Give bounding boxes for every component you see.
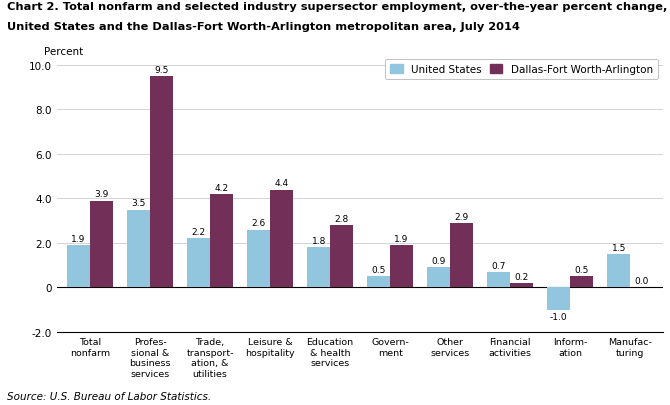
Text: 0.2: 0.2 bbox=[515, 272, 529, 281]
Text: 1.9: 1.9 bbox=[72, 234, 86, 243]
Text: Chart 2. Total nonfarm and selected industry supersector employment, over-the-ye: Chart 2. Total nonfarm and selected indu… bbox=[7, 2, 667, 12]
Bar bbox=[150, 77, 173, 288]
Text: 0.9: 0.9 bbox=[431, 256, 446, 266]
Bar bbox=[547, 288, 570, 310]
Text: 3.9: 3.9 bbox=[94, 190, 109, 199]
Text: 1.9: 1.9 bbox=[395, 234, 409, 243]
Text: 2.6: 2.6 bbox=[251, 219, 266, 228]
Bar bbox=[511, 283, 533, 288]
Text: 1.5: 1.5 bbox=[612, 243, 626, 252]
Text: 2.8: 2.8 bbox=[334, 214, 348, 223]
Bar bbox=[270, 190, 293, 288]
Bar bbox=[367, 277, 390, 288]
Text: 1.8: 1.8 bbox=[312, 237, 326, 245]
Text: -1.0: -1.0 bbox=[550, 312, 567, 321]
Bar bbox=[90, 201, 113, 288]
Bar bbox=[450, 223, 473, 288]
Text: 3.5: 3.5 bbox=[131, 199, 146, 208]
Text: 4.2: 4.2 bbox=[214, 183, 228, 192]
Text: 0.5: 0.5 bbox=[574, 265, 589, 275]
Text: 2.9: 2.9 bbox=[454, 212, 469, 221]
Text: 0.7: 0.7 bbox=[492, 261, 506, 270]
Bar bbox=[67, 245, 90, 288]
Text: Percent: Percent bbox=[44, 47, 83, 57]
Bar bbox=[330, 226, 353, 288]
Bar bbox=[127, 210, 150, 288]
Legend: United States, Dallas-Fort Worth-Arlington: United States, Dallas-Fort Worth-Arlingt… bbox=[385, 60, 658, 80]
Bar bbox=[570, 277, 593, 288]
Bar bbox=[390, 245, 413, 288]
Bar bbox=[487, 272, 511, 288]
Text: 2.2: 2.2 bbox=[192, 228, 206, 237]
Bar bbox=[427, 268, 450, 288]
Bar bbox=[308, 248, 330, 288]
Text: 0.0: 0.0 bbox=[634, 277, 649, 286]
Text: 9.5: 9.5 bbox=[154, 66, 169, 75]
Bar bbox=[210, 194, 233, 288]
Bar bbox=[608, 254, 630, 288]
Bar bbox=[187, 239, 210, 288]
Text: United States and the Dallas-Fort Worth-Arlington metropolitan area, July 2014: United States and the Dallas-Fort Worth-… bbox=[7, 22, 519, 32]
Bar bbox=[247, 230, 270, 288]
Text: Source: U.S. Bureau of Labor Statistics.: Source: U.S. Bureau of Labor Statistics. bbox=[7, 391, 211, 401]
Text: 0.5: 0.5 bbox=[372, 265, 386, 275]
Text: 4.4: 4.4 bbox=[275, 179, 289, 188]
